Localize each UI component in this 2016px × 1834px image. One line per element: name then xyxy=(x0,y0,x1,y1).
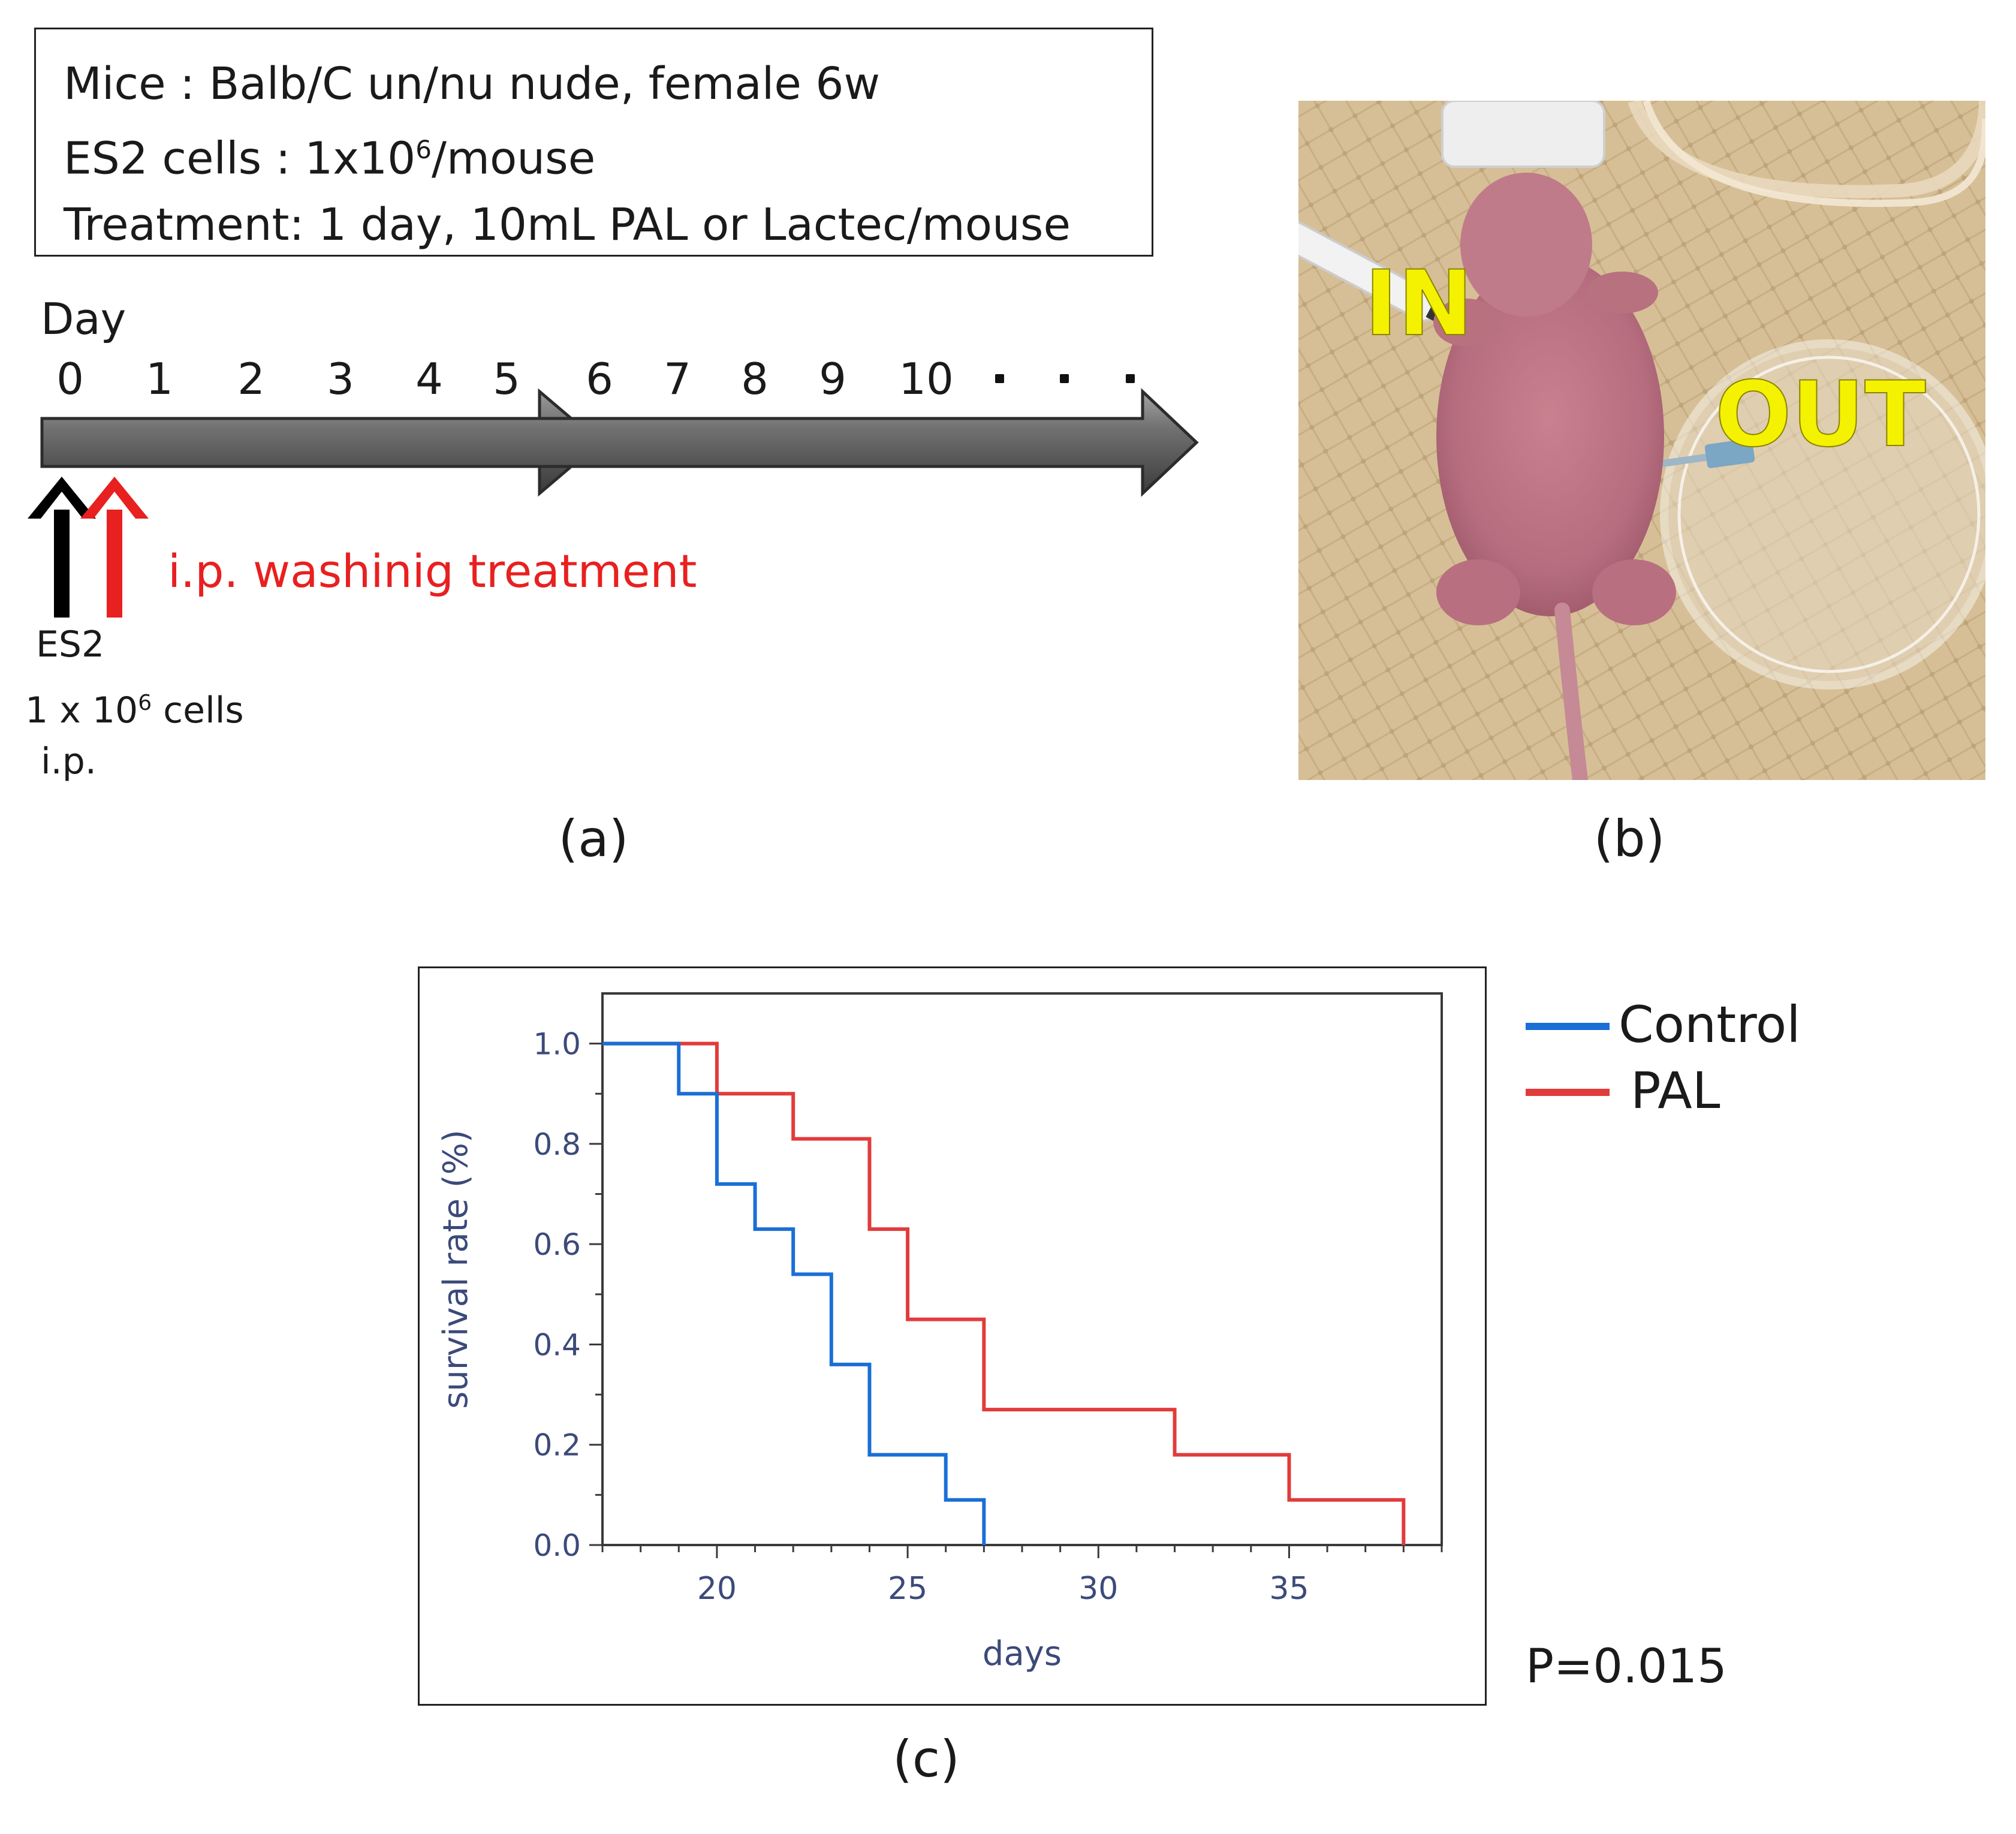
caption-a: (a) xyxy=(558,809,629,868)
protocol-box: Mice : Balb/C un/nu nude, female 6w ES2 … xyxy=(34,28,1153,257)
y-tick-label: 0.2 xyxy=(533,1428,581,1463)
ellipsis-dot xyxy=(995,374,1004,383)
ellipsis-dot xyxy=(1060,374,1069,383)
protocol-treatment: Treatment: 1 day, 10mL PAL or Lactec/mou… xyxy=(64,198,1071,251)
es2-injection-arrow xyxy=(28,477,96,618)
legend-label-control: Control xyxy=(1619,995,1801,1054)
mouse-photo: IN OUT xyxy=(1298,101,1985,780)
y-tick-label: 1.0 xyxy=(533,1027,581,1062)
protocol-mice: Mice : Balb/C un/nu nude, female 6w xyxy=(64,58,880,110)
es2-label: ES2 xyxy=(36,624,105,665)
legend-swatch-pal xyxy=(1526,1089,1610,1096)
x-axis-title: days xyxy=(983,1634,1062,1673)
caption-b: (b) xyxy=(1593,809,1665,868)
legend-label-pal: PAL xyxy=(1631,1061,1720,1120)
day-number: 1 xyxy=(146,354,173,404)
x-axis-ticks: 20 25 30 35 xyxy=(601,1545,1443,1607)
y-tick-label: 0.0 xyxy=(533,1528,581,1563)
day-number: 5 xyxy=(493,354,520,404)
x-tick-label: 25 xyxy=(888,1571,927,1607)
day-number: 0 xyxy=(56,354,84,404)
series-line-pal xyxy=(602,1041,1406,1545)
survival-chart-frame xyxy=(418,966,1487,1706)
x-tick-label: 20 xyxy=(697,1571,737,1607)
y-axis-title: survival rate (%) xyxy=(436,1130,475,1409)
in-label: IN xyxy=(1364,252,1473,356)
x-tick-label: 35 xyxy=(1269,1571,1309,1607)
day-number: 3 xyxy=(327,354,354,404)
series-lines xyxy=(602,1041,1406,1545)
day-number: 7 xyxy=(664,354,691,404)
day-number: 6 xyxy=(586,354,613,404)
day-number: 4 xyxy=(415,354,443,404)
washing-treatment-label: i.p. washinig treatment xyxy=(168,544,697,598)
caption-c: (c) xyxy=(893,1730,960,1788)
survival-chart: 20 25 30 35 0.0 0.2 0.4 0.6 0.8 1.0 days surviva… xyxy=(436,992,1443,1673)
day-number: 9 xyxy=(819,354,846,404)
legend-swatch-control xyxy=(1526,1023,1610,1030)
cell-dose-label: 1 x 106 cells xyxy=(25,689,244,731)
plot-area xyxy=(601,992,1443,1546)
photo-illustration: IN OUT xyxy=(1298,101,1985,780)
ellipsis-dot xyxy=(1126,374,1135,383)
day-number: 2 xyxy=(237,354,265,404)
route-label: i.p. xyxy=(41,740,97,782)
p-value: P=0.015 xyxy=(1526,1640,1727,1694)
timeline-arrow-body xyxy=(40,388,1199,497)
out-label: OUT xyxy=(1715,363,1926,467)
y-tick-label: 0.8 xyxy=(533,1127,581,1162)
y-tick-label: 0.6 xyxy=(533,1227,581,1262)
timeline-day-label: Day xyxy=(41,294,126,344)
x-tick-label: 30 xyxy=(1078,1571,1118,1607)
treatment-arrows xyxy=(28,477,149,618)
washing-treatment-arrow xyxy=(80,477,149,618)
y-axis-ticks: 0.0 0.2 0.4 0.6 0.8 1.0 xyxy=(533,1027,602,1563)
day-number: 10 xyxy=(899,354,954,404)
protocol-cells: ES2 cells : 1x106/mouse xyxy=(64,132,596,185)
y-tick-label: 0.4 xyxy=(533,1327,581,1362)
series-line-control xyxy=(602,1041,986,1545)
day-number: 8 xyxy=(741,354,769,404)
